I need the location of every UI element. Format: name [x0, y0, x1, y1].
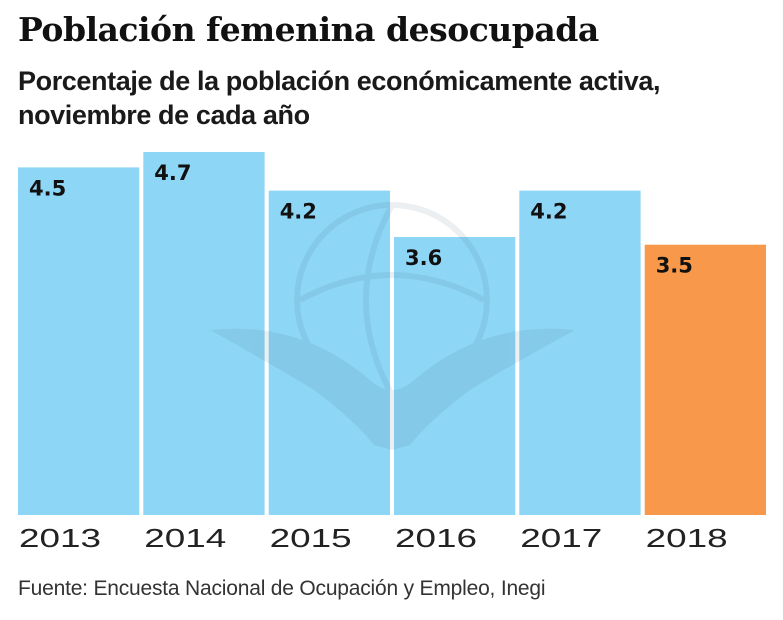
x-tick-label-2016: 2016 [395, 523, 477, 553]
bar-2014 [143, 152, 265, 515]
bar-2017 [519, 190, 641, 515]
x-tick-label-2018: 2018 [646, 523, 728, 553]
data-label-2017: 4.2 [530, 200, 567, 224]
bar-2016 [394, 237, 516, 515]
bar-2013 [18, 167, 140, 515]
data-label-2014: 4.7 [154, 161, 191, 185]
chart-title: Población femenina desocupada [18, 10, 599, 49]
x-tick-label-2013: 2013 [19, 523, 101, 553]
bar-2018 [644, 244, 766, 515]
source-note: Fuente: Encuesta Nacional de Ocupación y… [18, 577, 546, 600]
x-tick-label-2014: 2014 [144, 523, 226, 553]
data-label-2018: 3.5 [656, 254, 693, 278]
data-label-2013: 4.5 [29, 176, 66, 200]
x-tick-label-2017: 2017 [520, 523, 602, 553]
chart-subtitle: Porcentaje de la población económicament… [18, 66, 661, 130]
data-label-2016: 3.6 [405, 246, 442, 270]
watermark-emblem-icon [210, 202, 575, 450]
data-label-2015: 4.2 [280, 200, 317, 224]
bar-2015 [268, 190, 390, 515]
x-tick-label-2015: 2015 [270, 523, 352, 553]
